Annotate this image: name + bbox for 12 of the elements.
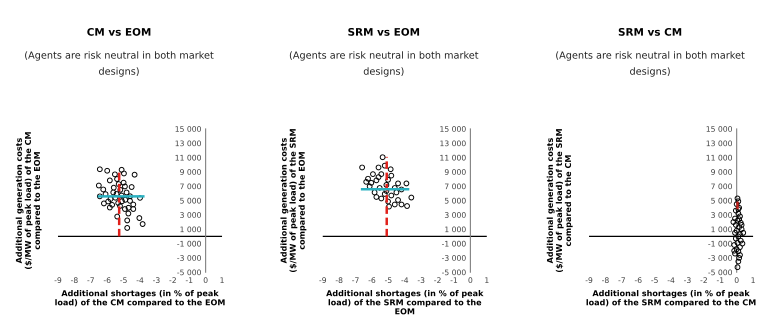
x-axis-title: Additional shortages (in % of peak load) of the SRM compared to the EOM (326, 290, 484, 314)
chart-subtitle: (Agents are risk neutral in both market designs) (25, 51, 214, 77)
y-axis-title: Additional generation costs ($/MW of peak load) of the SRM compared to the EOM (280, 129, 306, 272)
y-axis-title: Additional generation costs ($/MW of peak load) of the CM compared to the EOM (16, 132, 42, 269)
chart-subtitle: (Agents are risk neutral in both market designs) (556, 51, 745, 77)
chart-title: SRM vs EOM (348, 28, 420, 36)
chart-title: SRM vs CM (618, 28, 682, 36)
chart-subtitle: (Agents are risk neutral in both market designs) (290, 51, 478, 77)
x-axis-title: Additional shortages (in % of peak load) of the CM compared to the EOM (55, 290, 225, 307)
y-axis-title: Additional generation costs ($/MW of peak load) of the SRM compared to the CM (546, 129, 573, 272)
chart-title: CM vs EOM (87, 28, 150, 36)
x-axis-title: Additional shortages (in % of peak load) of the SRM compared to the CM (586, 290, 756, 307)
